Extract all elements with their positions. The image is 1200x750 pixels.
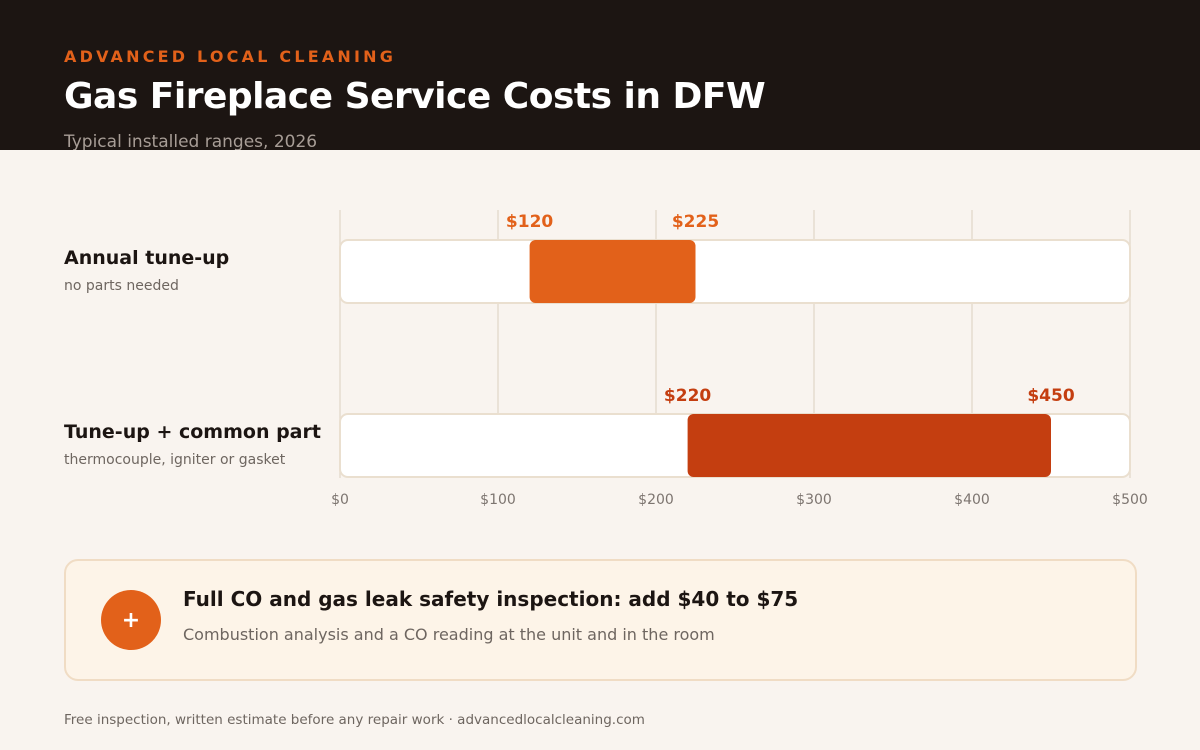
brand-name: ADVANCED LOCAL CLEANING bbox=[64, 47, 397, 66]
x-tick-label-4: $400 bbox=[954, 492, 990, 508]
x-tick-label-2: $200 bbox=[638, 492, 674, 508]
footer-note: Free inspection, written estimate before… bbox=[64, 712, 645, 728]
range-high-label-1: $450 bbox=[1027, 386, 1074, 406]
page-subtitle: Typical installed ranges, 2026 bbox=[64, 132, 318, 150]
row-sublabel-tune-up-common-part: thermocouple, igniter or gasket bbox=[64, 452, 286, 468]
x-tick-label-5: $500 bbox=[1112, 492, 1148, 508]
row-label-tune-up-common-part: Tune-up + common part bbox=[64, 421, 321, 443]
range-bar-0 bbox=[529, 240, 696, 303]
callout-title: Full CO and gas leak safety inspection: … bbox=[183, 587, 799, 611]
range-high-label-0: $225 bbox=[672, 212, 719, 232]
callout-text: Combustion analysis and a CO reading at … bbox=[183, 625, 715, 644]
safety-inspection-callout: + Full CO and gas leak safety inspection… bbox=[64, 559, 1137, 681]
row-sublabel-annual-tune-up: no parts needed bbox=[64, 278, 179, 294]
range-low-label-1: $220 bbox=[664, 386, 711, 406]
row-label-annual-tune-up: Annual tune-up bbox=[64, 247, 230, 269]
plus-icon: + bbox=[101, 590, 161, 650]
range-bar-1 bbox=[687, 414, 1051, 477]
row-track-0 bbox=[339, 239, 1131, 304]
x-tick-label-0: $0 bbox=[331, 492, 349, 508]
range-chart: $120 $225 $220 $450 $0 $100 $200 $300 $400 $500 bbox=[331, 210, 1148, 508]
page-title: Gas Fireplace Service Costs in DFW bbox=[64, 76, 766, 117]
header: ADVANCED LOCAL CLEANING Gas Fireplace Se… bbox=[0, 0, 1200, 150]
x-tick-label-1: $100 bbox=[480, 492, 516, 508]
range-low-label-0: $120 bbox=[506, 212, 553, 232]
x-tick-label-3: $300 bbox=[796, 492, 832, 508]
